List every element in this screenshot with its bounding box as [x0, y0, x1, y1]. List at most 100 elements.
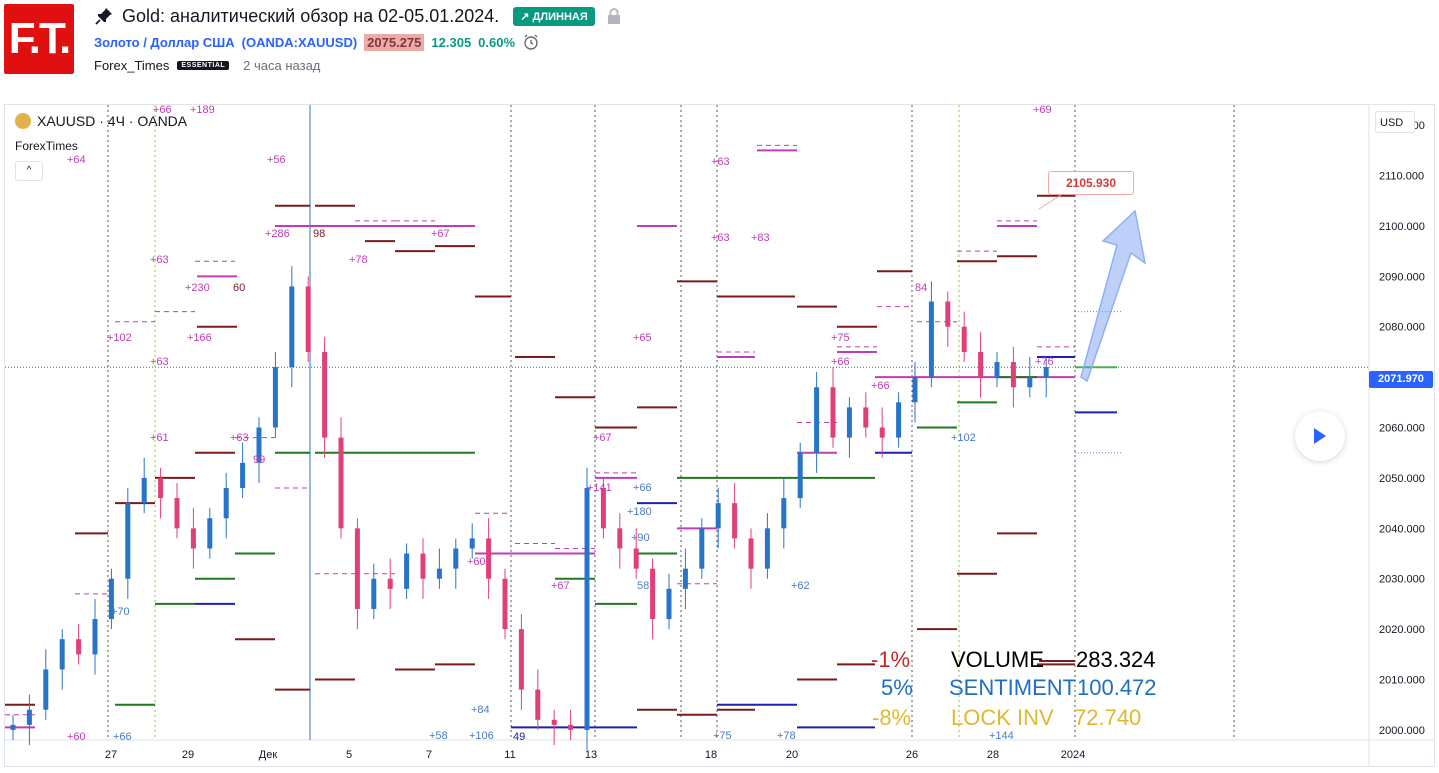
- x-tick-label: 27: [105, 749, 117, 761]
- currency-button[interactable]: USD: [1375, 111, 1415, 133]
- candle-body: [354, 528, 360, 609]
- author-name[interactable]: Forex_Times: [94, 58, 170, 73]
- target-price-label: 2105.930: [1048, 171, 1134, 195]
- candle-body: [846, 407, 852, 438]
- author-row: Forex_Times ESSENTIAL 2 часа назад: [94, 58, 320, 73]
- chart-panel[interactable]: 2000.000 2010.000 2020.000 2030.000 2040.000…: [4, 104, 1435, 767]
- level-annotation: +189: [190, 105, 215, 116]
- candle-body: [404, 553, 410, 589]
- long-badge: ↗ ДЛИННАЯ: [513, 6, 595, 26]
- candle-body: [322, 351, 328, 438]
- x-tick-label: 20: [786, 749, 798, 761]
- level-annotation: +141: [587, 482, 612, 494]
- pin-icon: [94, 6, 114, 26]
- title-row: Gold: аналитический обзор на 02-05.01.20…: [94, 4, 621, 28]
- price-chart[interactable]: 2000.000 2010.000 2020.000 2030.000 2040.000…: [5, 105, 1434, 766]
- candle-body: [994, 362, 1000, 378]
- candle-body: [535, 689, 541, 720]
- x-tick-label: 2024: [1061, 749, 1085, 761]
- level-annotation: +56: [267, 154, 286, 166]
- y-tick-label: 2100.000: [1379, 221, 1425, 233]
- collapse-legend-button[interactable]: ^: [15, 161, 43, 181]
- symbol-name-link[interactable]: Золото / Доллар США: [94, 34, 235, 50]
- level-annotation: +63: [711, 232, 730, 244]
- y-tick-label: 2050.000: [1379, 473, 1425, 485]
- candle-body: [830, 387, 836, 438]
- target-arrow: [1080, 209, 1147, 383]
- level-annotation: +144: [989, 730, 1014, 742]
- sentiment-pct: 5%: [881, 675, 913, 700]
- level-annotation: +66: [871, 380, 890, 392]
- candle-body: [682, 568, 688, 589]
- candle-body: [863, 407, 869, 428]
- candle-body: [518, 629, 524, 690]
- level-annotation: 84: [915, 282, 927, 294]
- level-annotation: 60: [233, 282, 245, 294]
- legend-title: XAUUSD · 4Ч · OANDA: [37, 113, 188, 129]
- sentiment-value: 100.472: [1077, 675, 1157, 700]
- published-time: 2 часа назад: [243, 58, 321, 73]
- level-annotation: +102: [951, 432, 976, 444]
- candle-body: [387, 578, 393, 589]
- gold-symbol-icon: [15, 113, 31, 129]
- play-button[interactable]: [1295, 411, 1345, 461]
- candle-body: [650, 568, 656, 620]
- x-tick-label: Дек: [259, 749, 278, 761]
- candle-body: [158, 477, 164, 499]
- price-change-percent: 0.60%: [478, 34, 516, 50]
- plan-badge: ESSENTIAL: [177, 61, 230, 70]
- x-tick-label: 18: [705, 749, 717, 761]
- candle-body: [289, 286, 295, 368]
- candle-body: [1043, 367, 1049, 378]
- candle-body: [896, 402, 902, 438]
- candle-body: [715, 503, 721, 529]
- candle-body: [305, 286, 311, 352]
- candle-body: [568, 724, 574, 730]
- level-annotation: +106: [469, 730, 494, 742]
- level-annotation: +60: [67, 731, 86, 743]
- candle-body: [272, 367, 278, 428]
- x-tick-label: 11: [504, 749, 515, 761]
- author-logo[interactable]: F.T.: [4, 4, 74, 74]
- last-price: 2075.275: [364, 33, 425, 51]
- level-annotation: +70: [111, 606, 130, 618]
- candle-body: [584, 488, 590, 730]
- chart-legend: XAUUSD · 4Ч · OANDA: [15, 113, 187, 129]
- indicator-name: ForexTimes: [15, 139, 78, 153]
- alarm-clock-icon[interactable]: [522, 33, 540, 51]
- level-annotation: +63: [150, 356, 169, 368]
- x-tick-label: 28: [987, 749, 999, 761]
- candle-body: [978, 351, 984, 378]
- y-tick-label: 2040.000: [1379, 523, 1425, 535]
- level-annotation: +78: [349, 254, 368, 266]
- idea-title: Gold: аналитический обзор на 02-05.01.20…: [122, 5, 500, 26]
- candle-body: [92, 619, 98, 655]
- candle-body: [1010, 362, 1016, 388]
- candle-body: [814, 387, 820, 453]
- candle-body: [436, 568, 442, 579]
- symbol-code-link[interactable]: (OANDA:XAUUSD): [241, 34, 358, 50]
- candle-body: [912, 377, 918, 403]
- level-annotation: +60: [467, 556, 486, 568]
- level-annotation: +58: [429, 730, 448, 742]
- candle-body: [699, 528, 705, 569]
- y-tick-label: 2090.000: [1379, 271, 1425, 283]
- candle-body: [617, 528, 623, 549]
- candle-body: [879, 427, 885, 438]
- level-annotation: +67: [593, 432, 612, 444]
- level-annotation: +230: [185, 282, 210, 294]
- level-annotation: +75: [831, 332, 850, 344]
- volume-pct: -1%: [871, 647, 911, 672]
- candle-body: [453, 548, 459, 569]
- candle-body: [797, 452, 803, 499]
- y-tick-label: 2000.000: [1379, 725, 1425, 737]
- candle-body: [420, 553, 426, 579]
- candle-body: [10, 724, 16, 730]
- candle-body: [223, 488, 229, 519]
- level-annotation: +66: [113, 731, 132, 743]
- level-annotation: +69: [1033, 105, 1052, 116]
- level-annotation: +78: [777, 730, 796, 742]
- level-annotation: +180: [627, 506, 652, 518]
- y-tick-label: 2110.000: [1379, 171, 1424, 183]
- x-tick-label: 13: [585, 749, 597, 761]
